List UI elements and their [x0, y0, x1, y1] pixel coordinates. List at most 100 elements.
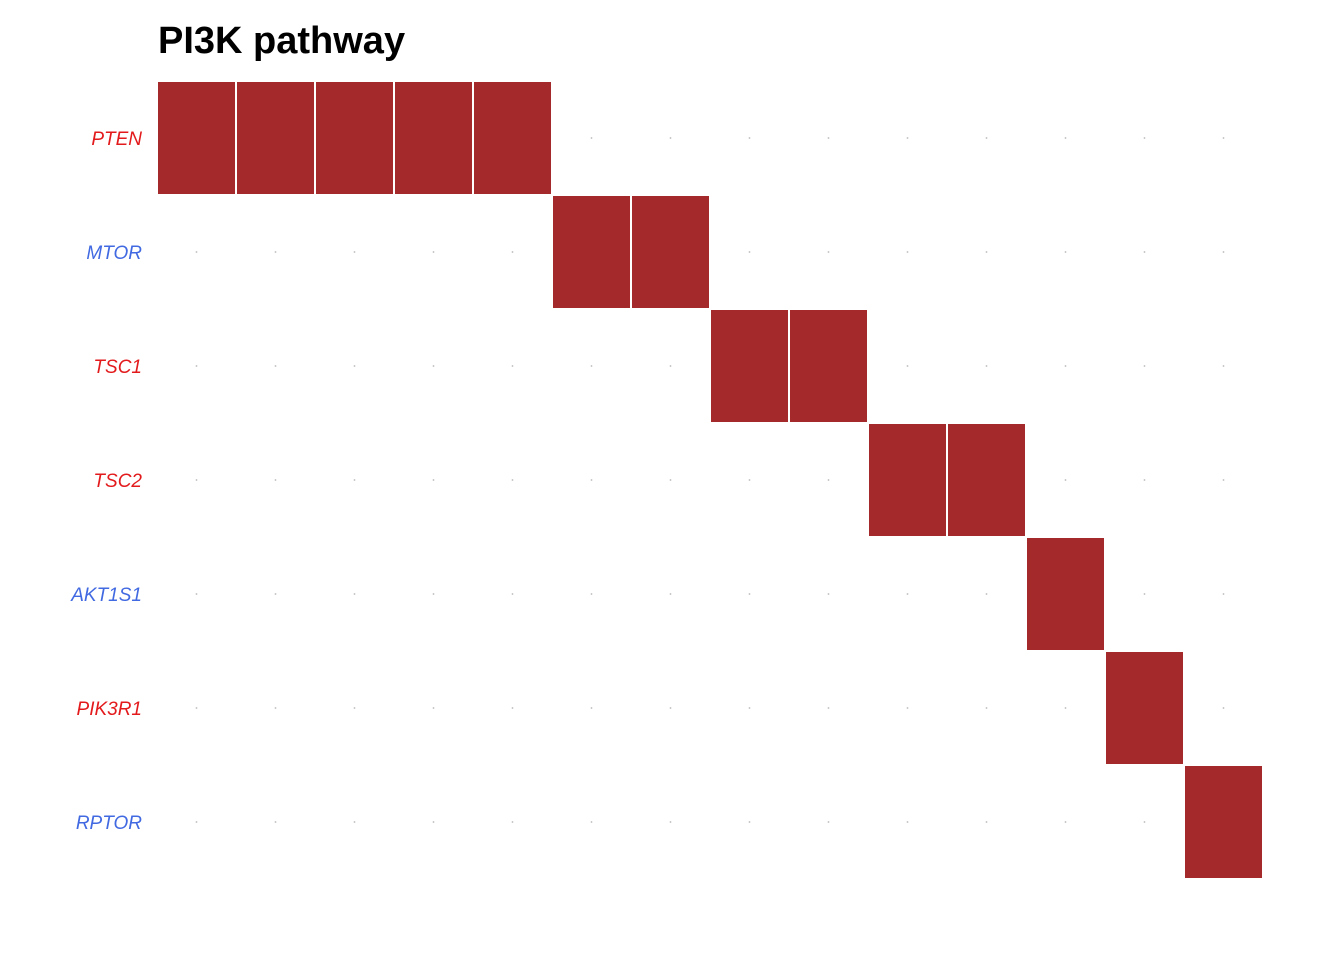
gene-label-tsc2: TSC2: [93, 471, 142, 492]
alteration-cell-pten-2: [237, 82, 314, 194]
empty-cell-dot: [985, 593, 988, 595]
alteration-cell-tsc2-11: [948, 424, 1025, 536]
empty-cell-dot: [827, 707, 830, 709]
empty-cell-dot: [748, 479, 751, 481]
empty-cell-dot: [1143, 479, 1146, 481]
empty-cell-dot: [195, 821, 198, 823]
empty-cell-dot: [669, 707, 672, 709]
empty-cell-dot: [1222, 365, 1225, 367]
empty-cell-dot: [669, 821, 672, 823]
empty-cell-dot: [748, 593, 751, 595]
empty-cell-dot: [195, 479, 198, 481]
empty-cell-dot: [590, 593, 593, 595]
empty-cell-dot: [827, 137, 830, 139]
empty-cell-dot: [985, 821, 988, 823]
empty-cell-dot: [669, 479, 672, 481]
empty-cell-dot: [353, 479, 356, 481]
empty-cell-dot: [590, 707, 593, 709]
empty-cell-dot: [906, 593, 909, 595]
background-dots: [195, 137, 1225, 823]
empty-cell-dot: [432, 593, 435, 595]
gene-label-rptor: RPTOR: [76, 813, 142, 834]
empty-cell-dot: [511, 593, 514, 595]
empty-cell-dot: [1143, 137, 1146, 139]
empty-cell-dot: [1222, 707, 1225, 709]
empty-cell-dot: [353, 251, 356, 253]
empty-cell-dot: [1143, 365, 1146, 367]
empty-cell-dot: [1064, 365, 1067, 367]
empty-cell-dot: [906, 707, 909, 709]
empty-cell-dot: [353, 821, 356, 823]
alteration-cell-pik3r1-13: [1106, 652, 1183, 764]
alteration-cell-mtor-6: [553, 196, 630, 308]
empty-cell-dot: [274, 707, 277, 709]
empty-cell-dot: [195, 593, 198, 595]
empty-cell-dot: [906, 137, 909, 139]
alteration-cell-pten-4: [395, 82, 472, 194]
empty-cell-dot: [590, 821, 593, 823]
empty-cell-dot: [985, 365, 988, 367]
chart-title: PI3K pathway: [158, 20, 406, 62]
empty-cell-dot: [432, 365, 435, 367]
empty-cell-dot: [432, 479, 435, 481]
alteration-cell-pten-3: [316, 82, 393, 194]
empty-cell-dot: [511, 251, 514, 253]
empty-cell-dot: [1143, 821, 1146, 823]
empty-cell-dot: [748, 137, 751, 139]
empty-cell-dot: [827, 593, 830, 595]
empty-cell-dot: [985, 137, 988, 139]
empty-cell-dot: [353, 707, 356, 709]
empty-cell-dot: [1064, 707, 1067, 709]
empty-cell-dot: [748, 821, 751, 823]
empty-cell-dot: [432, 821, 435, 823]
empty-cell-dot: [353, 365, 356, 367]
empty-cell-dot: [511, 707, 514, 709]
empty-cell-dot: [511, 365, 514, 367]
gene-labels: PTEN MTOR TSC1 TSC2 AKT1S1 PIK3R1 RPTOR: [70, 129, 142, 834]
alteration-cell-mtor-7: [632, 196, 709, 308]
gene-label-tsc1: TSC1: [93, 357, 142, 378]
empty-cell-dot: [669, 137, 672, 139]
empty-cell-dot: [669, 593, 672, 595]
empty-cell-dot: [274, 479, 277, 481]
empty-cell-dot: [1222, 593, 1225, 595]
empty-cell-dot: [827, 821, 830, 823]
empty-cell-dot: [906, 821, 909, 823]
empty-cell-dot: [590, 137, 593, 139]
empty-cell-dot: [1222, 251, 1225, 253]
alteration-cell-pten-1: [158, 82, 235, 194]
alteration-cell-tsc2-10: [869, 424, 946, 536]
alteration-cell-rptor-14: [1185, 766, 1262, 878]
empty-cell-dot: [1064, 137, 1067, 139]
empty-cell-dot: [827, 251, 830, 253]
empty-cell-dot: [669, 365, 672, 367]
empty-cell-dot: [1143, 251, 1146, 253]
empty-cell-dot: [274, 365, 277, 367]
empty-cell-dot: [1064, 251, 1067, 253]
empty-cell-dot: [511, 479, 514, 481]
empty-cell-dot: [432, 251, 435, 253]
empty-cell-dot: [1143, 593, 1146, 595]
gene-label-akt1s1: AKT1S1: [70, 585, 142, 606]
gene-label-mtor: MTOR: [86, 243, 142, 264]
alteration-cell-akt1s1-12: [1027, 538, 1104, 650]
empty-cell-dot: [906, 251, 909, 253]
empty-cell-dot: [274, 593, 277, 595]
empty-cell-dot: [827, 479, 830, 481]
empty-cell-dot: [274, 251, 277, 253]
empty-cell-dot: [432, 707, 435, 709]
alteration-cells: [158, 82, 1262, 878]
empty-cell-dot: [195, 251, 198, 253]
empty-cell-dot: [511, 821, 514, 823]
empty-cell-dot: [590, 479, 593, 481]
empty-cell-dot: [748, 251, 751, 253]
empty-cell-dot: [1222, 137, 1225, 139]
empty-cell-dot: [906, 365, 909, 367]
empty-cell-dot: [195, 707, 198, 709]
empty-cell-dot: [985, 251, 988, 253]
empty-cell-dot: [1064, 821, 1067, 823]
alteration-cell-pten-5: [474, 82, 551, 194]
gene-label-pik3r1: PIK3R1: [77, 699, 142, 720]
gene-label-pten: PTEN: [91, 129, 142, 150]
